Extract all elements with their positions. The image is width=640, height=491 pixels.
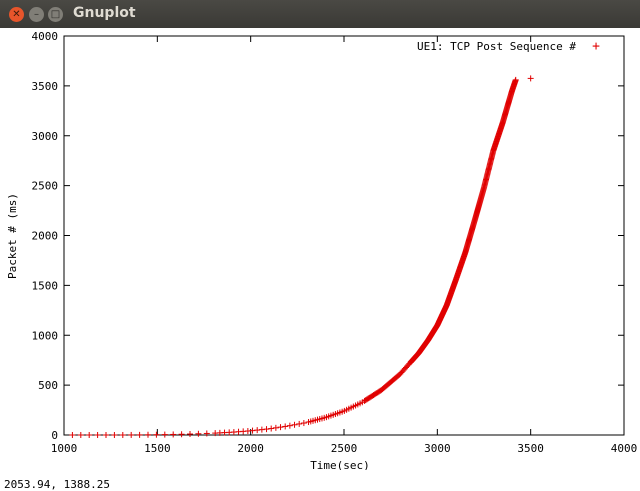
x-tick-label: 2500	[331, 442, 358, 455]
minimize-icon: –	[34, 9, 39, 20]
minimize-window-button[interactable]: –	[29, 7, 44, 22]
data-point	[103, 432, 109, 438]
data-point	[178, 431, 185, 438]
x-tick-label: 3500	[517, 442, 544, 455]
close-icon: ✕	[12, 9, 21, 20]
y-tick-label: 3000	[32, 130, 59, 143]
y-tick-label: 0	[51, 429, 58, 442]
y-axis-label: Packet # (ms)	[6, 193, 19, 279]
x-tick-label: 1000	[51, 442, 78, 455]
y-tick-label: 2500	[32, 180, 59, 193]
data-point	[86, 432, 93, 438]
maximize-window-button[interactable]: □	[48, 7, 63, 22]
data-point	[203, 430, 210, 437]
data-point	[145, 431, 151, 438]
y-tick-label: 4000	[32, 30, 59, 43]
plot-area[interactable]: 1000 1500 2000 2500 3000 3500 4000 0 500 1000 1500…	[0, 28, 640, 472]
x-tick-label: 4000	[611, 442, 638, 455]
data-point	[77, 432, 84, 438]
x-tick-label: 3000	[424, 442, 451, 455]
data-point	[300, 420, 307, 427]
data-point	[296, 420, 303, 427]
data-point	[161, 431, 168, 438]
plot-border	[63, 35, 625, 436]
legend-label: UE1: TCP Post Sequence #	[417, 40, 576, 53]
y-tick-label: 500	[38, 379, 58, 392]
maximize-icon: □	[50, 9, 61, 20]
y-tick-label: 3500	[32, 80, 59, 93]
data-point	[268, 425, 275, 432]
legend-marker: +	[592, 39, 600, 54]
data-point	[69, 432, 76, 438]
chart: 1000 1500 2000 2500 3000 3500 4000 0 500 1000 1500…	[6, 30, 638, 472]
x-tick-label: 1500	[144, 442, 171, 455]
data-point	[272, 424, 279, 431]
y-tick-label: 1500	[32, 279, 59, 292]
data-point	[527, 75, 534, 82]
y-tick-label: 2000	[32, 230, 59, 243]
close-window-button[interactable]: ✕	[9, 7, 24, 22]
data-point	[195, 430, 202, 437]
data-point	[128, 431, 135, 438]
data-point	[153, 431, 160, 438]
data-point	[277, 424, 284, 431]
window-titlebar: ✕ – □ Gnuplot	[0, 0, 640, 28]
data-point	[136, 431, 143, 438]
x-axis-label: Time(sec)	[310, 459, 370, 470]
y-tick-label: 1000	[32, 329, 59, 342]
data-points	[69, 75, 534, 438]
data-point	[94, 432, 101, 438]
data-point	[187, 431, 193, 438]
axes: 1000 1500 2000 2500 3000 3500 4000 0 500 1000 1500…	[32, 30, 638, 455]
data-point	[512, 76, 519, 83]
data-point	[111, 432, 118, 438]
window-title: Gnuplot	[73, 5, 136, 21]
data-point	[119, 431, 126, 438]
cursor-coordinates: 2053.94, 1388.25	[4, 478, 110, 491]
data-point	[282, 423, 289, 430]
data-point	[291, 421, 298, 428]
data-point	[170, 431, 177, 438]
x-tick-label: 2000	[237, 442, 264, 455]
data-point	[263, 426, 270, 433]
data-point	[286, 422, 293, 429]
